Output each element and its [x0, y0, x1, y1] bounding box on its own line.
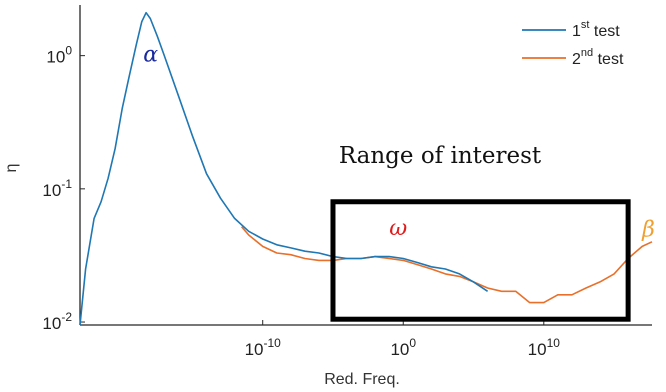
omega-label: ω — [389, 216, 407, 241]
alpha-label: α — [143, 43, 158, 68]
legend-entry: 2nd test — [572, 47, 624, 68]
x-tick-label: 1010 — [528, 336, 561, 359]
series-line-1 — [79, 11, 489, 326]
range-of-interest-label: Range of interest — [339, 143, 542, 169]
plot-area — [79, 5, 652, 326]
y-tick-label: 10-2 — [42, 310, 72, 333]
y-tick-label: 10-1 — [42, 177, 72, 200]
beta-label: β — [641, 217, 655, 242]
y-axis-label: η — [3, 164, 20, 173]
series-layer — [79, 11, 653, 326]
x-axis-label: Red. Freq. — [324, 371, 400, 388]
series-line-2 — [240, 226, 653, 304]
legend-entry: 1st test — [572, 19, 620, 40]
x-tick-label: 10-10 — [245, 336, 282, 359]
y-tick-label: 100 — [46, 44, 72, 67]
x-tick-label: 100 — [390, 336, 416, 359]
ticks: 10-10 100 1010 10-2 10-1 100 — [42, 44, 560, 359]
range-of-interest-box — [330, 199, 631, 322]
legend: 1st test 2nd test — [522, 19, 624, 68]
